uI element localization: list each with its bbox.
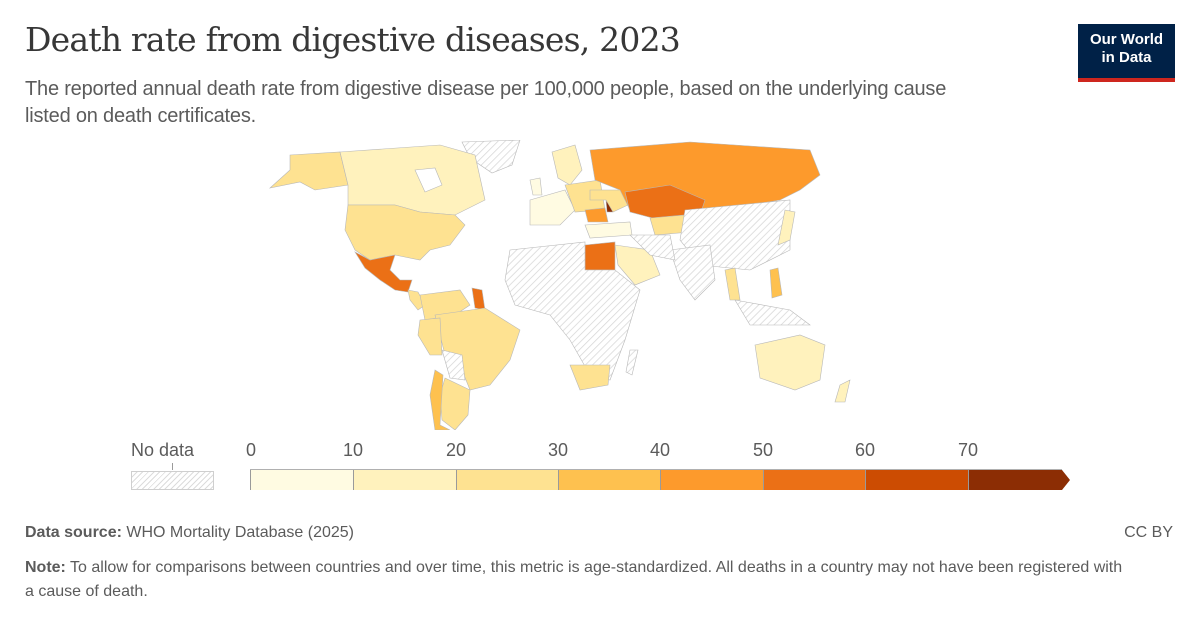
region-hudson-bay <box>414 167 443 193</box>
region-uk <box>529 177 543 196</box>
legend-tick-10: 10 <box>342 440 364 460</box>
region-chile <box>429 369 451 430</box>
region-australia <box>754 334 826 391</box>
source-link[interactable]: WHO Mortality Database (2025) <box>126 524 355 541</box>
legend-tick-50: 50 <box>752 440 774 460</box>
region-egypt <box>584 241 616 271</box>
legend-no-data-tick <box>172 463 173 470</box>
legend-no-data-swatch[interactable] <box>131 471 214 490</box>
legend-bin-30-40[interactable] <box>558 470 660 490</box>
region-argentina <box>439 377 471 430</box>
region-brazil <box>434 307 521 391</box>
region-new-zealand <box>834 379 851 403</box>
region-scandinavia <box>551 144 583 186</box>
region-madagascar <box>625 349 639 376</box>
owid-logo[interactable]: Our World in Data <box>1078 24 1175 82</box>
region-peru <box>417 317 443 356</box>
source-label: Data source: <box>25 524 122 541</box>
region-japan <box>777 209 796 246</box>
legend-tick-70: 70 <box>957 440 979 460</box>
legend-arrow-icon <box>1062 470 1070 490</box>
world-map[interactable] <box>230 140 880 430</box>
region-malaysia-indonesia <box>734 299 811 326</box>
region-romania <box>584 207 609 223</box>
region-usa <box>344 204 466 261</box>
legend-bin-40-50[interactable] <box>660 470 763 490</box>
region-alaska <box>268 151 349 191</box>
region-mexico <box>354 251 413 293</box>
region-south-africa <box>569 364 611 391</box>
chart-note: Note: To allow for comparisons between c… <box>25 556 1135 604</box>
legend-bin-10-20[interactable] <box>353 470 456 490</box>
note-label: Note: <box>25 559 66 576</box>
region-guyana <box>471 287 486 311</box>
logo-line-1: Our World <box>1089 31 1164 48</box>
legend-tick-30: 30 <box>547 440 569 460</box>
legend-tick-40: 40 <box>649 440 671 460</box>
legend-tick-0: 0 <box>245 440 257 460</box>
legend-tick-20: 20 <box>445 440 467 460</box>
data-source: Data source: WHO Mortality Database (202… <box>25 524 354 542</box>
region-iran <box>629 234 676 261</box>
logo-line-2: in Data <box>1101 49 1152 66</box>
region-philippines <box>769 267 783 299</box>
license-link[interactable]: CC BY <box>1124 524 1173 541</box>
region-bolivia <box>441 349 466 381</box>
chart-title: Death rate from digestive diseases, 2023 <box>25 20 681 59</box>
color-legend: No data 0 10 20 30 40 50 60 70 <box>0 430 1200 500</box>
region-western-europe <box>529 189 576 226</box>
note-text: To allow for comparisons between countri… <box>25 559 1123 600</box>
legend-bin-50-60[interactable] <box>763 470 865 490</box>
region-thailand <box>724 267 741 301</box>
region-canada <box>339 144 486 216</box>
region-turkey <box>584 221 633 239</box>
legend-bin-60-70[interactable] <box>865 470 968 490</box>
region-india <box>669 244 716 301</box>
legend-no-data-label: No data <box>131 440 195 460</box>
legend-bin-70-plus[interactable] <box>968 470 1062 490</box>
legend-bin-0-10[interactable] <box>250 470 353 490</box>
legend-tick-60: 60 <box>854 440 876 460</box>
legend-bin-20-30[interactable] <box>456 470 558 490</box>
region-africa <box>504 241 641 381</box>
region-central-america <box>407 289 426 311</box>
chart-subtitle: The reported annual death rate from dige… <box>25 78 947 127</box>
legend-top-line <box>250 469 1062 470</box>
